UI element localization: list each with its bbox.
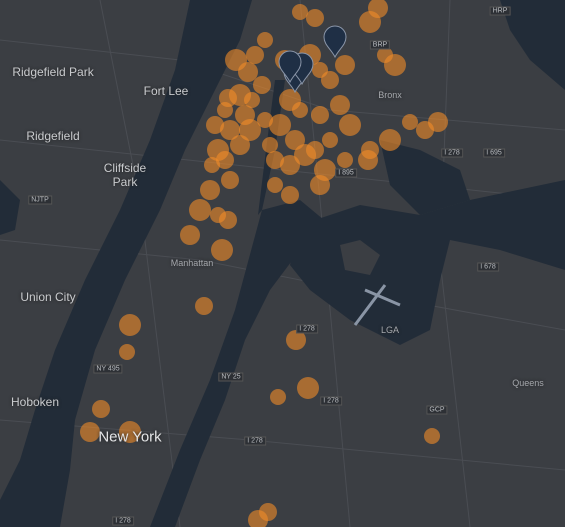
marker[interactable] (379, 129, 401, 151)
water (0, 180, 20, 235)
marker[interactable] (195, 297, 213, 315)
place-label: Union City (20, 290, 76, 304)
marker[interactable] (221, 171, 239, 189)
marker[interactable] (285, 130, 305, 150)
road-shield: GCP (426, 405, 448, 415)
marker[interactable] (220, 120, 240, 140)
road-shield: I 895 (335, 168, 357, 178)
place-label: New York (98, 428, 162, 446)
marker[interactable] (314, 159, 336, 181)
marker[interactable] (119, 344, 135, 360)
marker[interactable] (330, 95, 350, 115)
marker[interactable] (335, 55, 355, 75)
marker[interactable] (225, 49, 247, 71)
pins (278, 25, 347, 94)
place-label: Manhattan (170, 258, 214, 268)
pin[interactable] (323, 25, 347, 59)
marker[interactable] (297, 377, 319, 399)
hudson-river (0, 0, 252, 527)
marker[interactable] (321, 71, 339, 89)
marker[interactable] (216, 151, 234, 169)
marker[interactable] (244, 92, 260, 108)
marker[interactable] (311, 106, 329, 124)
marker[interactable] (230, 135, 250, 155)
marker[interactable] (339, 114, 361, 136)
marker[interactable] (219, 211, 237, 229)
marker[interactable] (280, 155, 300, 175)
road-shield: I 278 (112, 516, 134, 526)
road-shield: I 695 (483, 148, 505, 158)
marker[interactable] (189, 199, 211, 221)
marker[interactable] (292, 4, 308, 20)
runway (353, 284, 401, 326)
place-label: Fort Lee (143, 84, 189, 98)
marker[interactable] (270, 389, 286, 405)
marker[interactable] (206, 116, 224, 134)
marker[interactable] (266, 151, 284, 169)
place-label: Hoboken (10, 395, 60, 409)
marker[interactable] (219, 89, 237, 107)
marker[interactable] (262, 137, 278, 153)
road-shield: I 278 (296, 324, 318, 334)
marker[interactable] (402, 114, 418, 130)
place-label: Ridgefield Park (12, 65, 94, 79)
marker[interactable] (377, 47, 393, 63)
place-label: Bronx (378, 90, 402, 100)
marker[interactable] (204, 157, 220, 173)
marker[interactable] (257, 32, 273, 48)
road-shield: I 678 (477, 262, 499, 272)
marker[interactable] (337, 152, 353, 168)
marker[interactable] (248, 510, 268, 527)
pin[interactable] (278, 50, 302, 84)
marker[interactable] (235, 105, 255, 125)
road (439, 0, 471, 527)
island (340, 240, 380, 275)
marker[interactable] (281, 186, 299, 204)
marker[interactable] (424, 428, 440, 444)
marker[interactable] (286, 330, 306, 350)
road-shield: NY 25 (218, 372, 244, 382)
marker[interactable] (246, 46, 264, 64)
sound (500, 0, 565, 90)
marker[interactable] (294, 144, 316, 166)
bay (380, 140, 470, 215)
marker[interactable] (269, 114, 291, 136)
road-shield: BRP (369, 40, 391, 50)
marker[interactable] (253, 76, 271, 94)
marker[interactable] (322, 132, 338, 148)
road-shield: I 278 (244, 436, 266, 446)
place-label: Ridgefield (26, 129, 80, 143)
marker[interactable] (211, 239, 233, 261)
marker[interactable] (200, 180, 220, 200)
marker[interactable] (119, 421, 141, 443)
road-shield: I 278 (441, 148, 463, 158)
marker[interactable] (292, 102, 308, 118)
road-shield: I 278 (320, 396, 342, 406)
marker[interactable] (257, 112, 273, 128)
marker[interactable] (306, 9, 324, 27)
marker[interactable] (119, 314, 141, 336)
marker[interactable] (180, 225, 200, 245)
marker[interactable] (359, 11, 381, 33)
road-shield: HRP (489, 6, 511, 16)
marker[interactable] (80, 422, 100, 442)
marker[interactable] (428, 112, 448, 132)
east-river (150, 200, 330, 527)
marker[interactable] (267, 177, 283, 193)
road-shield: NJTP (28, 195, 52, 205)
marker[interactable] (358, 150, 378, 170)
road-shield: NY 495 (93, 364, 123, 374)
marker[interactable] (92, 400, 110, 418)
bay (290, 180, 565, 345)
place-label: LGA (380, 325, 400, 335)
place-label: Cliffside Park (103, 161, 147, 189)
place-label: Queens (512, 378, 544, 388)
